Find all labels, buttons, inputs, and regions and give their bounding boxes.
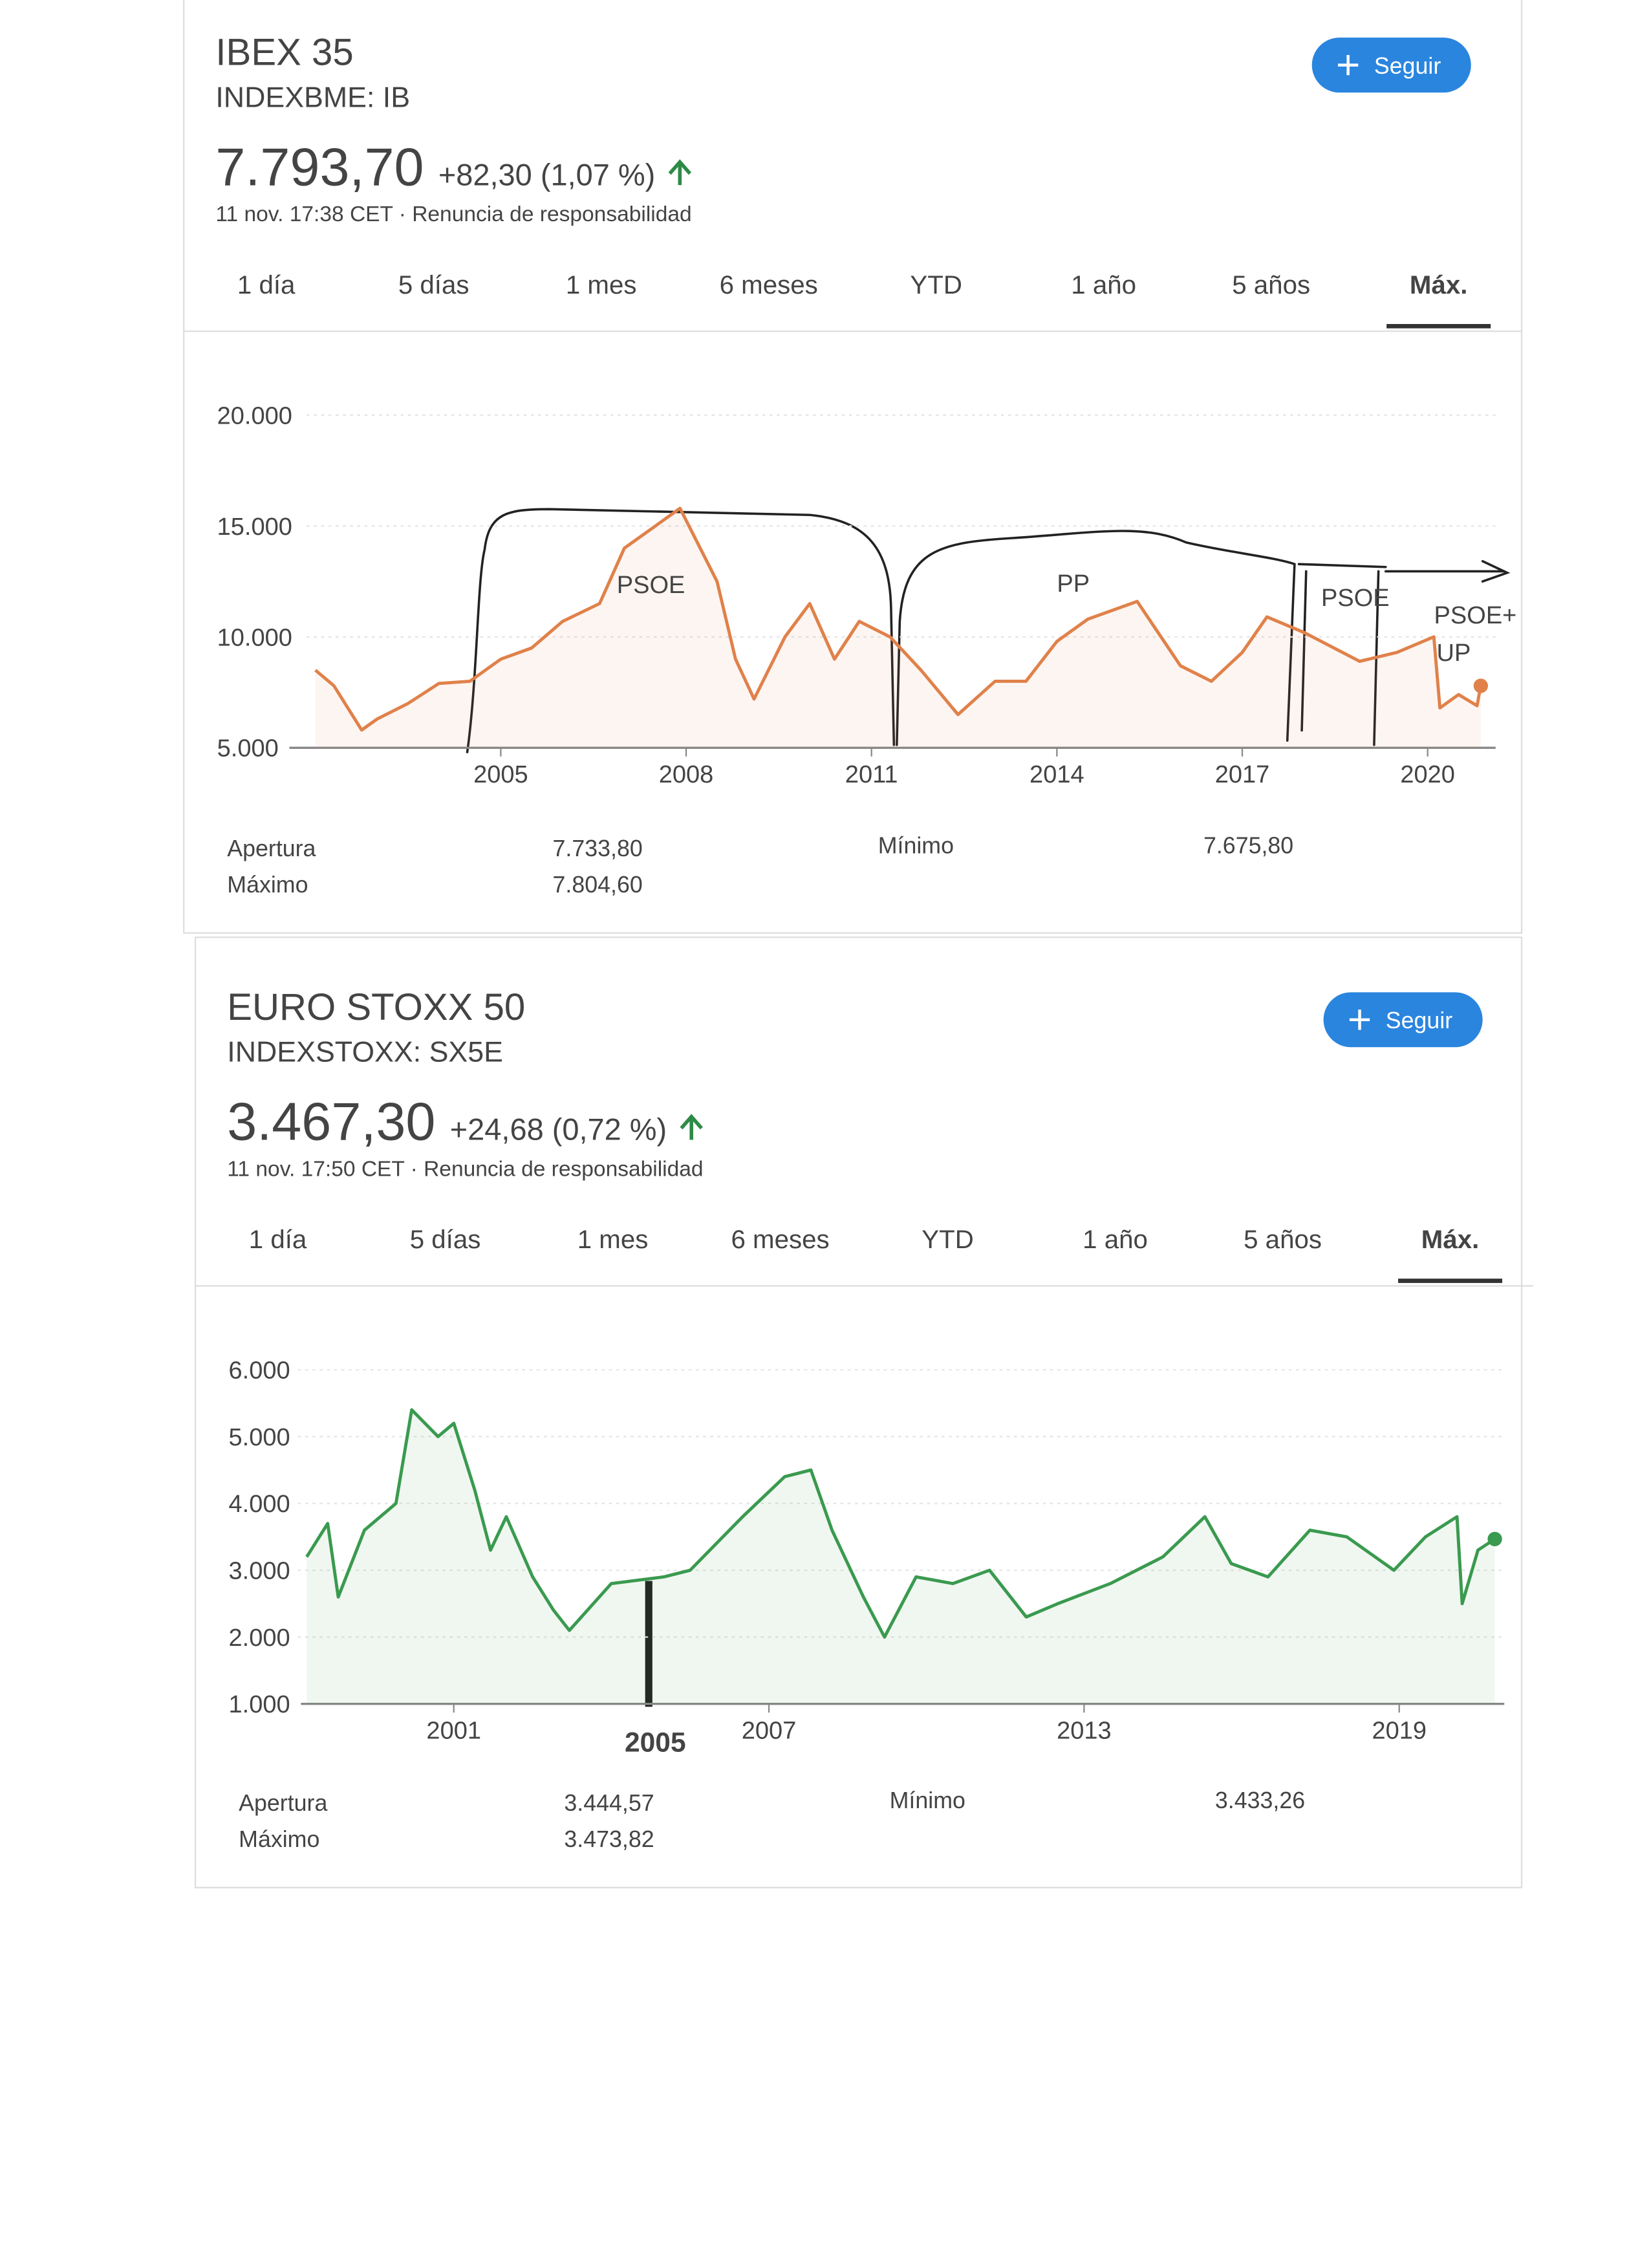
follow-label: Seguir <box>1374 53 1441 79</box>
x-tick-label: 2008 <box>659 761 714 788</box>
range-tab[interactable]: Máx. <box>1421 1225 1479 1254</box>
annotation: PSOE+ <box>1434 602 1517 629</box>
follow-button[interactable] <box>1311 38 1471 93</box>
hand-curve <box>896 530 1296 746</box>
y-tick-label: 15.000 <box>217 513 292 541</box>
title: EURO STOXX 50 <box>227 986 525 1028</box>
plus-icon <box>1337 54 1359 76</box>
annotation: 2005 <box>625 1728 686 1758</box>
range-tab[interactable]: 1 año <box>1071 270 1136 299</box>
range-tab[interactable]: Máx. <box>1410 270 1467 299</box>
change: +24,68 (0,72 %) <box>450 1112 667 1146</box>
stat-value: 7.675,80 <box>1203 833 1293 859</box>
plus-icon <box>1349 1010 1370 1030</box>
x-tick-label: 2013 <box>1057 1717 1112 1744</box>
title: IBEX 35 <box>215 32 353 74</box>
y-tick-label: 20.000 <box>217 402 292 429</box>
hand-bar <box>645 1581 652 1707</box>
change: +82,30 (1,07 %) <box>438 157 655 191</box>
subtitle: INDEXSTOXX: SX5E <box>227 1037 503 1068</box>
stat-label: Máximo <box>239 1826 319 1852</box>
card <box>183 0 1523 934</box>
stat-value: 3.444,57 <box>564 1790 654 1816</box>
y-tick-label: 10.000 <box>217 624 292 651</box>
annotation: PSOE <box>1321 585 1390 612</box>
x-tick-label: 2017 <box>1215 761 1270 788</box>
price: 3.467,30 <box>227 1091 435 1151</box>
stat-value: 3.433,26 <box>1215 1787 1305 1813</box>
range-tab[interactable]: 1 día <box>249 1225 307 1254</box>
range-tab[interactable]: 5 días <box>398 270 469 299</box>
hand-arrow <box>1385 560 1511 583</box>
up-arrow <box>668 159 692 186</box>
price: 7.793,70 <box>215 136 424 197</box>
up-arrow <box>680 1114 703 1140</box>
y-tick-label: 5.000 <box>229 1424 290 1451</box>
follow-button[interactable] <box>1323 992 1483 1048</box>
range-tab[interactable]: 1 día <box>237 270 296 299</box>
timestamp: 11 nov. 17:50 CET · Renuncia de responsa… <box>227 1157 703 1181</box>
range-tab[interactable]: 1 mes <box>566 270 637 299</box>
stat-label: Máximo <box>227 872 308 898</box>
x-tick-label: 2020 <box>1400 761 1455 788</box>
y-tick-label: 1.000 <box>229 1691 290 1718</box>
last-point <box>1473 678 1489 693</box>
range-tab[interactable]: YTD <box>910 270 962 299</box>
stat-value: 3.473,82 <box>564 1826 654 1852</box>
hand-curve <box>466 508 896 753</box>
x-tick-label: 2001 <box>426 1717 481 1744</box>
range-tab[interactable]: 5 años <box>1232 270 1310 299</box>
area <box>307 1410 1495 1704</box>
y-tick-label: 5.000 <box>217 735 279 762</box>
stat-value: 7.804,60 <box>553 872 643 898</box>
stat-value: 7.733,80 <box>553 836 643 861</box>
range-tab[interactable]: 1 año <box>1083 1225 1148 1254</box>
x-tick-label: 2007 <box>742 1717 797 1744</box>
x-tick-label: 2014 <box>1029 761 1084 788</box>
y-tick-label: 3.000 <box>229 1557 290 1584</box>
annotation: UP <box>1437 640 1471 667</box>
x-tick-label: 2019 <box>1372 1717 1427 1744</box>
annotation: PP <box>1057 570 1090 598</box>
range-tab[interactable]: 1 mes <box>577 1225 649 1254</box>
range-tab[interactable]: YTD <box>921 1225 973 1254</box>
follow-label: Seguir <box>1386 1008 1452 1033</box>
area <box>315 508 1481 748</box>
price-line <box>314 506 1483 732</box>
range-tab[interactable]: 5 días <box>410 1225 481 1254</box>
y-tick-label: 2.000 <box>229 1625 290 1652</box>
active-tab-underline <box>1386 324 1491 329</box>
annotation: PSOE <box>617 572 685 599</box>
range-tab[interactable]: 6 meses <box>720 270 818 299</box>
card <box>194 936 1523 1888</box>
price-line <box>305 1408 1496 1639</box>
stat-label: Apertura <box>239 1790 327 1816</box>
range-tab[interactable]: 5 años <box>1244 1225 1322 1254</box>
active-tab-underline <box>1398 1279 1503 1283</box>
range-tab[interactable]: 6 meses <box>731 1225 829 1254</box>
y-tick-label: 4.000 <box>229 1491 290 1518</box>
x-tick-label: 2011 <box>845 761 898 788</box>
stat-label: Apertura <box>227 836 316 861</box>
timestamp: 11 nov. 17:38 CET · Renuncia de responsa… <box>215 202 691 226</box>
subtitle: INDEXBME: IB <box>215 82 410 114</box>
stat-label: Mínimo <box>878 833 954 859</box>
last-point <box>1487 1531 1502 1546</box>
stat-label: Mínimo <box>890 1787 965 1813</box>
y-tick-label: 6.000 <box>229 1357 290 1384</box>
x-tick-label: 2005 <box>473 761 528 788</box>
